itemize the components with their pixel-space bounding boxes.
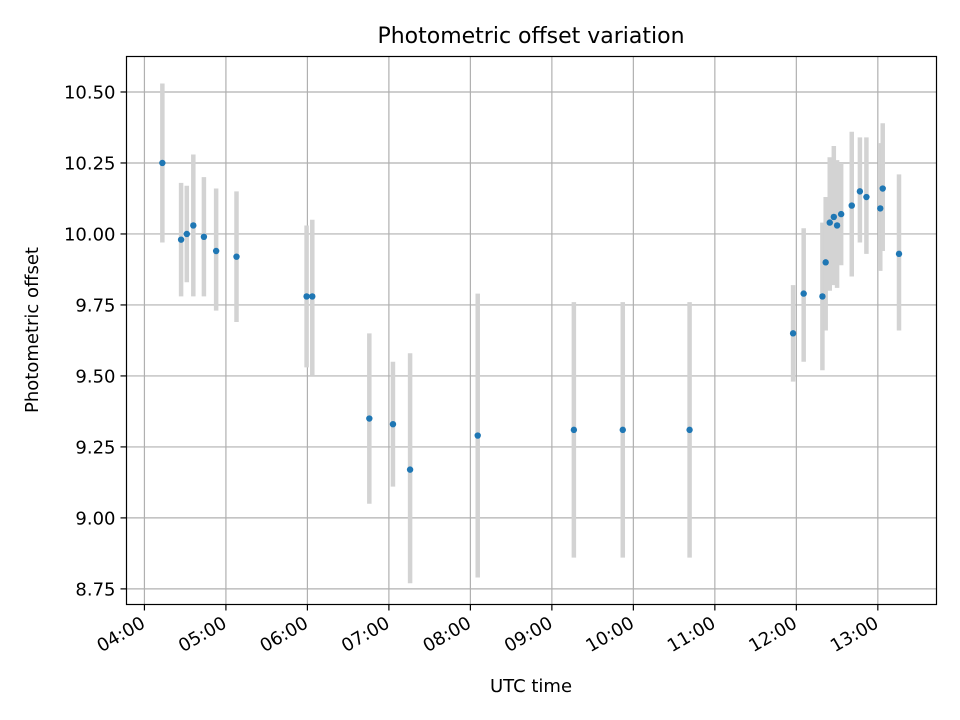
grid-lines xyxy=(126,56,937,605)
data-point xyxy=(877,205,884,212)
data-point xyxy=(200,233,208,241)
data-point xyxy=(837,210,845,218)
y-tick-label: 10.00 xyxy=(64,224,116,245)
data-point xyxy=(789,330,797,337)
data-point xyxy=(826,219,833,226)
data-point xyxy=(895,250,903,258)
data-point xyxy=(190,222,197,229)
y-axis-ticks: 8.75 9.00 9.25 9.50 9.75 10.00 10.25 10.50 xyxy=(64,82,127,600)
data-points xyxy=(159,159,903,473)
data-point xyxy=(183,230,191,238)
y-tick-label: 10.25 xyxy=(64,153,116,174)
y-tick-label: 8.75 xyxy=(75,579,115,600)
data-point xyxy=(389,420,397,428)
data-point xyxy=(570,426,578,434)
chart-title: Photometric offset variation xyxy=(377,24,684,49)
data-point xyxy=(366,415,373,422)
y-tick-label: 9.25 xyxy=(75,437,115,458)
data-point xyxy=(822,259,829,266)
data-point xyxy=(686,426,693,434)
y-tick-label: 9.50 xyxy=(75,366,115,387)
data-point xyxy=(800,290,807,297)
data-point xyxy=(212,247,220,255)
data-point xyxy=(474,432,481,439)
data-point xyxy=(303,293,310,300)
data-point xyxy=(830,213,838,221)
data-point xyxy=(309,293,316,300)
plot-frame xyxy=(125,55,938,606)
data-point xyxy=(177,236,185,243)
data-point xyxy=(233,253,240,260)
y-tick-label: 10.50 xyxy=(64,82,116,103)
data-point xyxy=(819,293,826,300)
data-point xyxy=(159,159,166,167)
data-point xyxy=(856,188,864,195)
data-point xyxy=(863,193,870,201)
data-point xyxy=(879,185,886,192)
data-point xyxy=(848,202,855,209)
data-point xyxy=(619,426,626,434)
data-point xyxy=(833,222,841,229)
y-axis-label: Photometric offset xyxy=(22,247,43,413)
y-tick-label: 9.00 xyxy=(75,508,115,529)
y-tick-label: 9.75 xyxy=(75,295,115,316)
data-point xyxy=(406,466,414,473)
x-axis-label: UTC time xyxy=(490,676,572,697)
